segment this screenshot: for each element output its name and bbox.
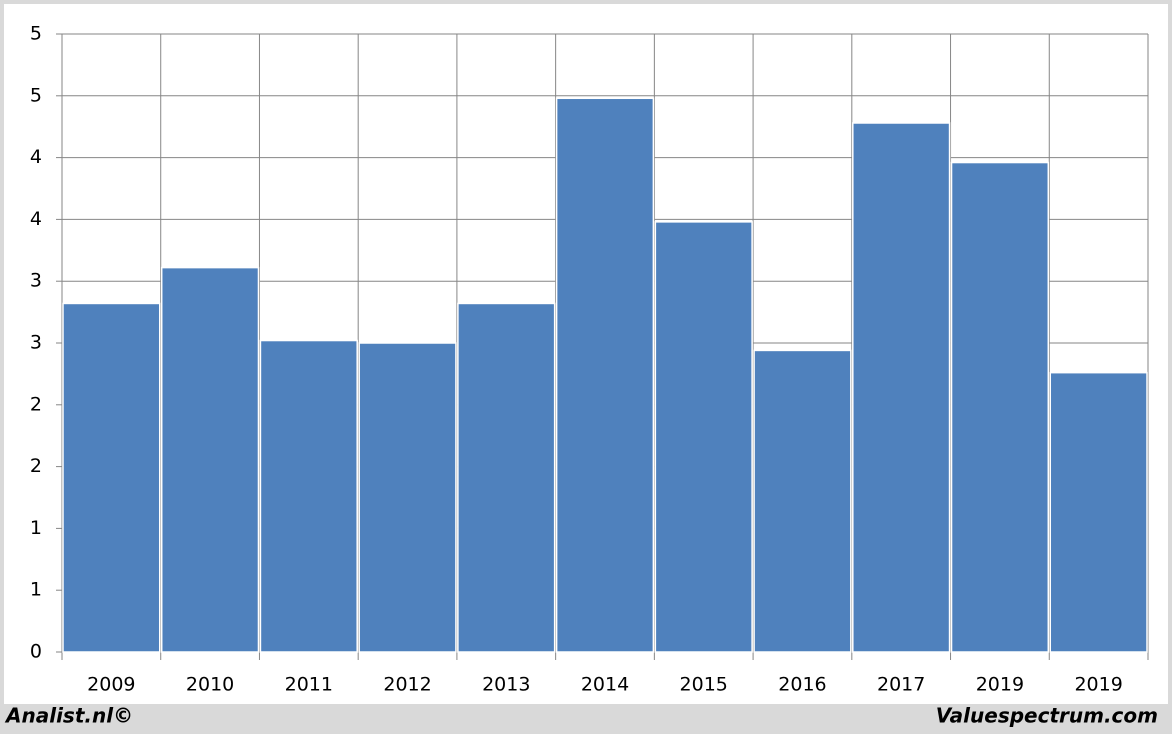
bar (62, 302, 161, 653)
y-tick-label: 3 (30, 332, 42, 354)
bar (753, 349, 852, 653)
bar (950, 161, 1050, 653)
y-tick-label: 1 (30, 579, 42, 601)
x-tick-label: 2010 (186, 674, 234, 696)
bar (160, 266, 260, 653)
footer-left: Analist.nl© (4, 704, 133, 728)
y-tick-label: 0 (30, 641, 42, 663)
bar (555, 97, 655, 653)
x-tick-label: 2011 (285, 674, 333, 696)
x-tick-label: 2009 (87, 674, 135, 696)
bar (852, 122, 951, 653)
y-tick-label: 4 (30, 208, 42, 230)
x-tick-label: 2014 (581, 674, 629, 696)
x-tick-label: 2019 (1074, 674, 1122, 696)
y-tick-label: 2 (30, 393, 42, 415)
y-tick-label: 4 (30, 146, 42, 168)
footer-right: Valuespectrum.com (936, 704, 1158, 728)
bar (654, 221, 753, 653)
x-tick-label: 2019 (976, 674, 1024, 696)
bar (457, 302, 556, 653)
y-tick-label: 5 (30, 23, 42, 45)
x-tick-label: 2017 (877, 674, 925, 696)
y-tick-label: 2 (30, 455, 42, 477)
y-tick-label: 1 (30, 517, 42, 539)
x-tick-label: 2012 (383, 674, 431, 696)
bar (1049, 371, 1148, 653)
y-tick-label: 5 (30, 84, 42, 106)
x-tick-label: 2015 (680, 674, 728, 696)
x-tick-label: 2016 (778, 674, 826, 696)
bar (259, 339, 358, 653)
x-tick-label: 2013 (482, 674, 530, 696)
bar (358, 342, 457, 653)
y-tick-label: 3 (30, 270, 42, 292)
